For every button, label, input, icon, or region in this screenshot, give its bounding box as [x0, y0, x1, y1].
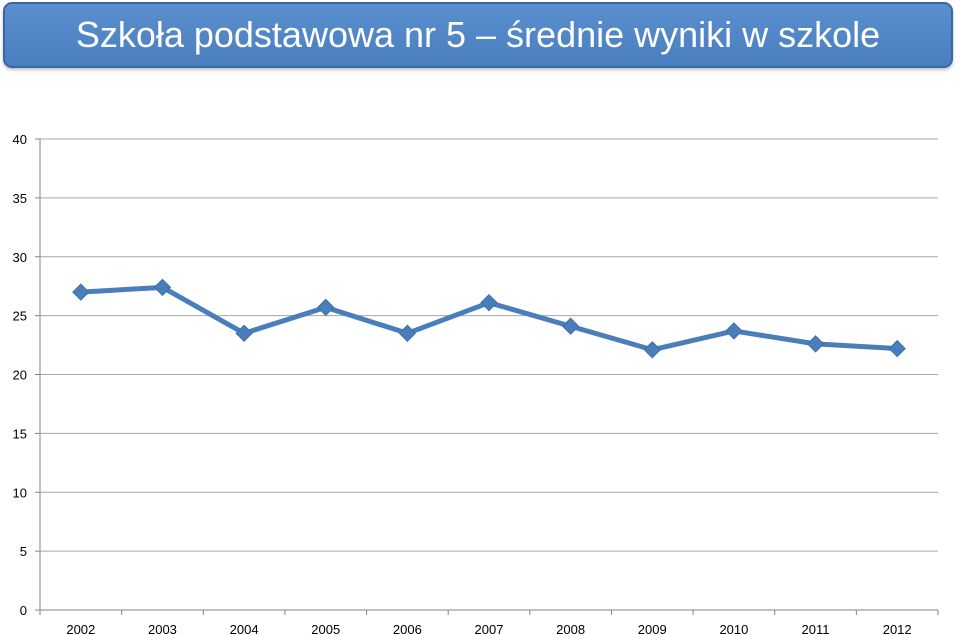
data-point-2003 [153, 278, 172, 297]
x-tick-label-2007: 2007 [475, 622, 504, 635]
x-tick-label-2008: 2008 [556, 622, 585, 635]
x-tick-label-2005: 2005 [311, 622, 340, 635]
chart-title: Szkoła podstawowa nr 5 – średnie wyniki … [75, 14, 881, 55]
data-point-2011 [806, 335, 825, 353]
y-tick-label-5: 5 [20, 544, 27, 559]
data-point-2008 [561, 317, 580, 335]
y-tick-label-35: 35 [13, 191, 27, 206]
x-tick-label-2004: 2004 [230, 622, 259, 635]
x-tick-label-2006: 2006 [393, 622, 422, 635]
chart-title-banner: Szkoła podstawowa nr 5 – średnie wyniki … [3, 2, 953, 68]
data-point-2010 [725, 322, 743, 340]
x-tick-label-2002: 2002 [66, 622, 95, 635]
data-point-2007 [480, 293, 498, 312]
y-tick-label-0: 0 [20, 603, 27, 618]
data-point-2005 [317, 298, 335, 317]
y-tick-label-20: 20 [13, 368, 27, 383]
data-point-2009 [643, 341, 661, 359]
data-point-2004 [235, 324, 253, 342]
y-tick-label-10: 10 [13, 485, 27, 500]
data-point-2006 [398, 324, 417, 342]
data-point-2012 [888, 339, 906, 358]
x-tick-label-2009: 2009 [638, 622, 667, 635]
y-tick-label-15: 15 [13, 426, 27, 441]
x-tick-label-2003: 2003 [148, 622, 177, 635]
x-tick-label-2012: 2012 [883, 622, 912, 635]
x-tick-label-2010: 2010 [719, 622, 748, 635]
y-tick-label-30: 30 [13, 250, 27, 265]
data-point-2002 [72, 283, 90, 301]
y-tick-label-25: 25 [13, 309, 27, 324]
x-tick-label-2011: 2011 [802, 622, 830, 635]
y-tick-label-40: 40 [13, 132, 27, 147]
